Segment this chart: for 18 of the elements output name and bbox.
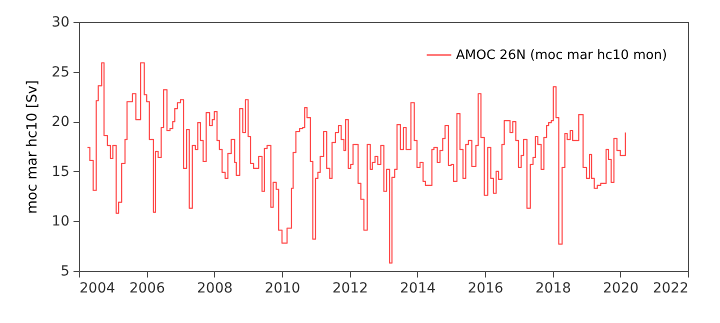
x-tick-label: 2008 xyxy=(197,280,233,296)
y-tick-label: 10 xyxy=(52,214,70,230)
y-axis-title: moc mar hc10 [Sv] xyxy=(24,80,41,214)
x-tick-label: 2016 xyxy=(468,280,504,296)
y-tick-label: 30 xyxy=(52,14,70,30)
x-tick-label: 2014 xyxy=(400,280,436,296)
y-tick-label: 15 xyxy=(52,164,70,180)
x-tick-label: 2004 xyxy=(80,280,116,296)
legend-label: AMOC 26N (moc mar hc10 mon) xyxy=(456,48,668,63)
x-tick-label: 2020 xyxy=(603,280,639,296)
x-tick-label: 2006 xyxy=(129,280,166,296)
y-tick-label: 5 xyxy=(60,264,70,280)
y-tick-label: 20 xyxy=(52,114,70,130)
y-tick-label: 25 xyxy=(52,64,70,80)
x-tick-label: 2010 xyxy=(264,280,300,296)
x-tick-label: 2022 xyxy=(652,280,688,296)
x-tick-label: 2018 xyxy=(535,280,571,296)
x-tick-label: 2012 xyxy=(332,280,368,296)
